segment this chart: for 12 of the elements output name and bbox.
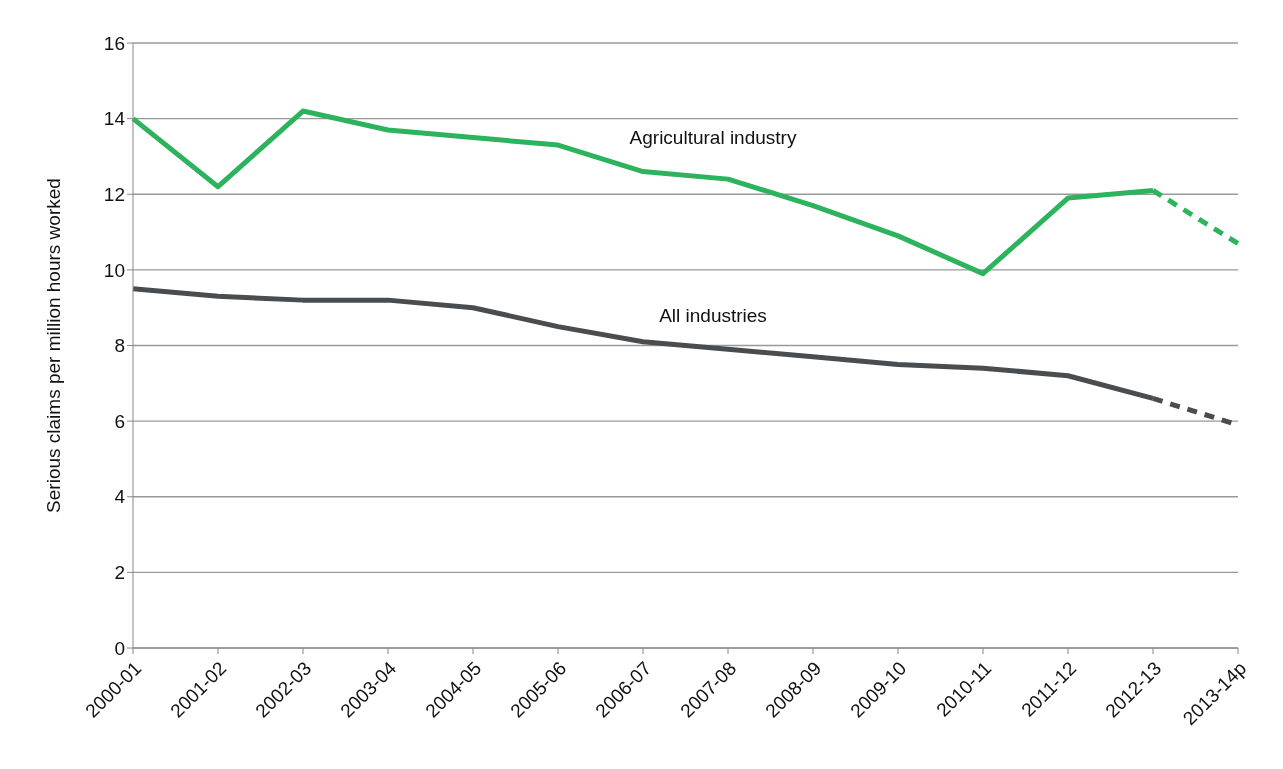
y-tick-label: 10: [103, 259, 125, 281]
y-tick-label: 4: [114, 486, 126, 508]
y-tick-label: 16: [103, 32, 125, 54]
y-tick-label: 8: [114, 335, 125, 357]
series-label: All industries: [659, 304, 767, 326]
y-tick-label: 14: [103, 108, 126, 130]
y-tick-label: 2: [114, 562, 125, 584]
series-label: Agricultural industry: [629, 126, 797, 148]
y-tick-label: 0: [114, 637, 125, 659]
y-tick-label: 12: [103, 183, 125, 205]
y-axis-title: Serious claims per million hours worked: [42, 178, 64, 513]
y-tick-label: 6: [114, 410, 125, 432]
